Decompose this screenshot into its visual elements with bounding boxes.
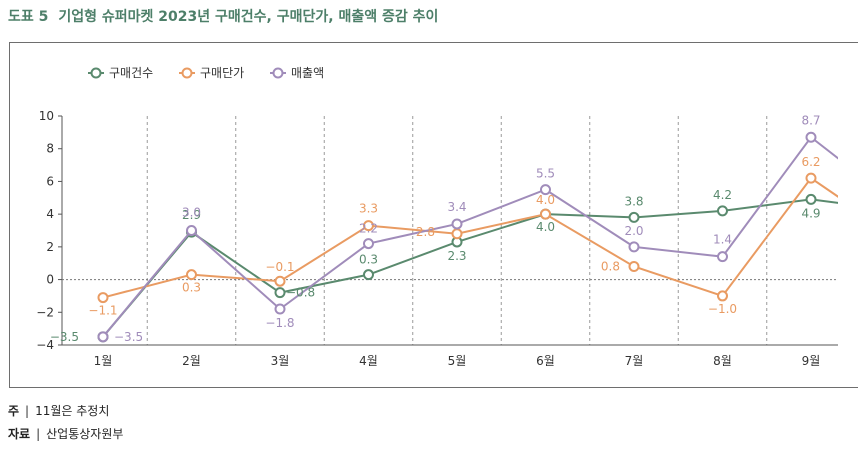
data-label: 3.4 <box>447 200 466 214</box>
y-tick-label: −4 <box>36 338 54 352</box>
data-label: 4.0 <box>536 220 555 234</box>
note-line: 주 | 11월은 추정치 <box>8 402 109 419</box>
data-label: 0.3 <box>182 281 201 295</box>
y-tick-label: 4 <box>46 207 54 221</box>
legend-marker <box>90 67 102 79</box>
x-tick-label: 6월 <box>536 354 555 368</box>
data-label: 3.0 <box>182 206 201 220</box>
data-label: 2.8 <box>416 225 435 239</box>
data-label: 6.2 <box>801 155 820 169</box>
figure-title: 도표 5 기업형 슈퍼마켓 2023년 구매건수, 구매단가, 매출액 증감 추이 <box>8 6 438 28</box>
data-label: −0.8 <box>286 286 315 300</box>
data-label: 4.0 <box>536 193 555 207</box>
data-label: −0.1 <box>265 260 294 274</box>
data-label: 2.9 <box>182 208 201 222</box>
legend-label: 구매건수 <box>109 66 153 80</box>
series-group <box>97 131 838 343</box>
y-tick-label: −2 <box>36 305 54 319</box>
data-label: −3.5 <box>114 330 143 344</box>
data-point <box>717 251 728 263</box>
legend-label: 구매단가 <box>200 66 244 80</box>
data-point <box>274 287 286 299</box>
data-label: 2.3 <box>447 249 466 263</box>
series-line <box>102 176 838 299</box>
y-tick-label: 0 <box>46 273 54 287</box>
data-label: 2.0 <box>624 224 643 238</box>
legend-marker <box>272 67 284 79</box>
source-line: 자료 | 산업통상자원부 <box>8 425 123 442</box>
note-text: 11월은 추정치 <box>35 404 110 418</box>
figure-label: 도표 5 <box>8 9 49 25</box>
x-tick-label: 7월 <box>625 354 644 368</box>
legend-label: 매출액 <box>291 66 324 80</box>
data-point <box>805 193 817 205</box>
y-tick-label: 6 <box>46 174 54 188</box>
data-point <box>97 292 109 304</box>
x-tick-label: 8월 <box>713 354 732 368</box>
x-tick-label: 1월 <box>94 354 113 368</box>
y-tick-label: 8 <box>46 142 54 156</box>
data-point <box>186 269 197 281</box>
data-label: 0.8 <box>601 259 620 273</box>
data-label: −1.0 <box>708 302 737 316</box>
data-point <box>186 225 197 236</box>
data-label: −3.5 <box>50 330 79 344</box>
data-point <box>451 218 463 230</box>
x-tick-label: 9월 <box>802 354 821 368</box>
data-label: 3.3 <box>359 202 378 216</box>
data-point <box>628 241 640 253</box>
data-point <box>274 275 286 287</box>
data-point <box>805 131 817 143</box>
source-text: 산업통상자원부 <box>46 427 124 441</box>
series-line <box>102 135 838 338</box>
data-point <box>451 228 463 240</box>
data-label: 4.9 <box>801 206 820 220</box>
source-separator: | <box>36 427 41 441</box>
x-tick-label: 4월 <box>359 354 378 368</box>
note-key: 주 <box>8 404 20 418</box>
y-tick-label: 2 <box>46 240 54 254</box>
y-tick-label: 10 <box>39 109 54 123</box>
legend-marker <box>181 67 193 79</box>
data-label: −1.8 <box>265 316 294 330</box>
data-point <box>540 184 551 196</box>
data-label: 0.3 <box>359 253 378 267</box>
data-label: 3.8 <box>624 194 643 208</box>
source-key: 자료 <box>8 427 31 441</box>
x-tick-label: 2월 <box>182 354 201 368</box>
data-point <box>717 290 728 302</box>
data-label: 2.2 <box>359 222 378 236</box>
data-label: 5.5 <box>536 167 555 181</box>
data-point <box>363 238 374 250</box>
data-point <box>805 172 817 184</box>
note-separator: | <box>25 404 30 418</box>
x-tick-label: 3월 <box>271 354 290 368</box>
chart-frame <box>9 42 858 388</box>
series-line <box>102 198 838 338</box>
data-point <box>97 331 109 343</box>
data-point <box>628 211 640 223</box>
data-label: 4.2 <box>713 188 732 202</box>
data-point <box>363 220 374 232</box>
figure-title-text: 기업형 슈퍼마켓 2023년 구매건수, 구매단가, 매출액 증감 추이 <box>58 9 439 25</box>
line-chart: −4 −2 0 2 4 6 8 10 1월 2월 3월 4월 5월 6월 7월 8월 9월 구매건수 구매단가 매출액… <box>36 66 838 368</box>
data-point <box>540 208 551 220</box>
data-point <box>274 303 286 315</box>
data-label: 1.4 <box>713 233 732 247</box>
x-tick-label: 5월 <box>448 354 467 368</box>
data-point <box>628 260 640 272</box>
data-point <box>717 205 728 217</box>
data-label: 8.7 <box>801 113 820 127</box>
data-point <box>363 269 374 281</box>
data-label: −1.1 <box>88 304 117 318</box>
